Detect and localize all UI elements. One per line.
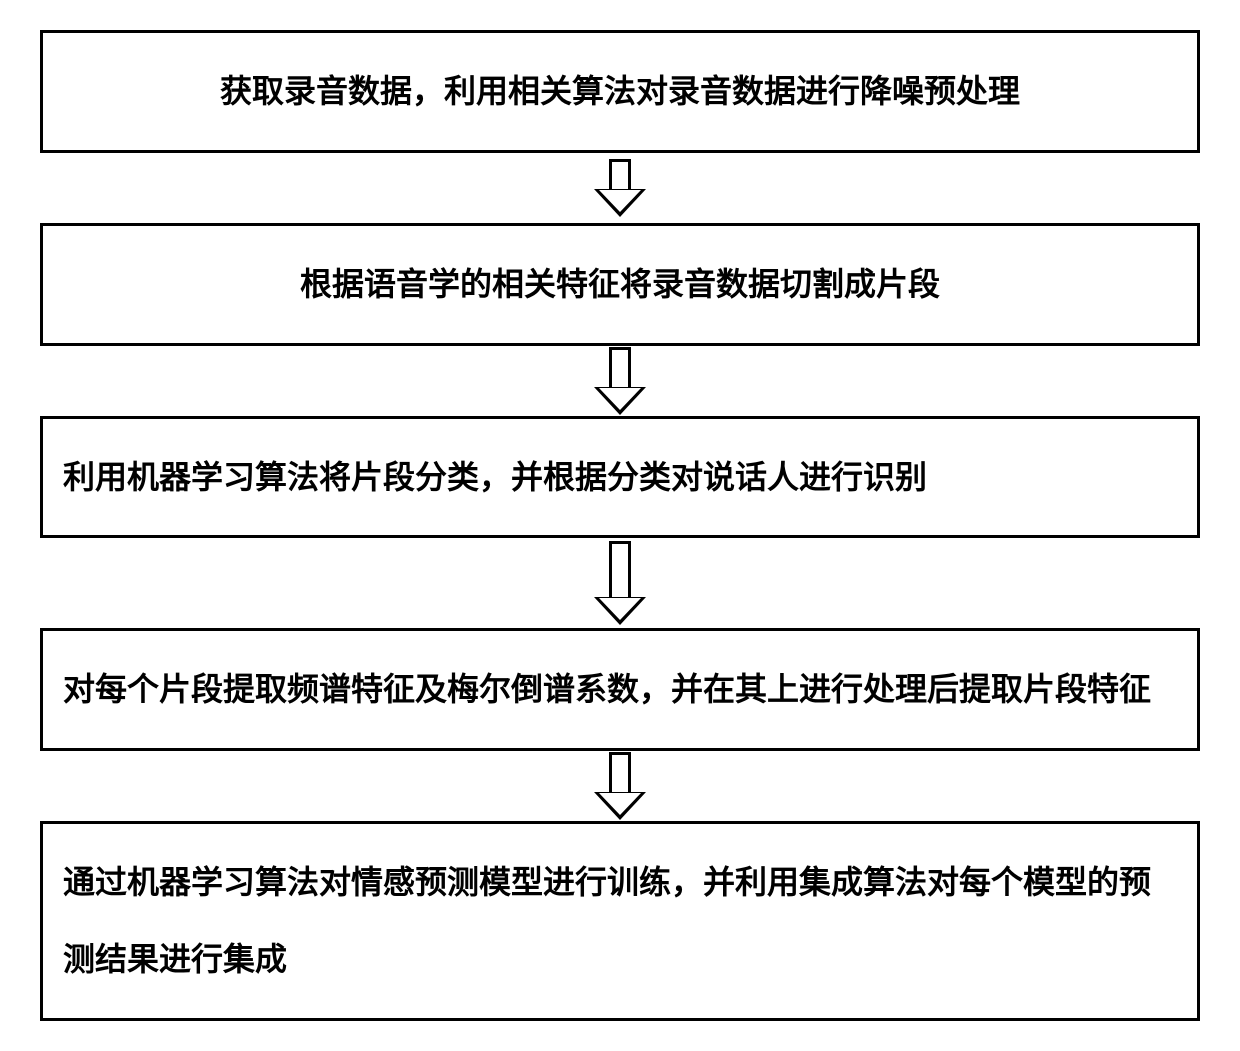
flow-arrow-2 — [594, 346, 646, 416]
flowchart-step-2: 根据语音学的相关特征将录音数据切割成片段 — [40, 223, 1200, 346]
flow-arrow-3 — [594, 538, 646, 628]
flowchart-step-1: 获取录音数据，利用相关算法对录音数据进行降噪预处理 — [40, 30, 1200, 153]
step-text: 利用机器学习算法将片段分类，并根据分类对说话人进行识别 — [63, 459, 927, 495]
flow-arrow-1 — [594, 153, 646, 223]
arrow-head-icon — [594, 189, 646, 217]
flowchart-step-3: 利用机器学习算法将片段分类，并根据分类对说话人进行识别 — [40, 416, 1200, 539]
arrow-shaft-icon — [609, 541, 631, 597]
arrow-shaft-icon — [609, 752, 631, 792]
arrow-head-icon — [594, 597, 646, 625]
arrow-head-icon — [594, 387, 646, 415]
flow-arrow-4 — [594, 751, 646, 821]
flowchart-step-4: 对每个片段提取频谱特征及梅尔倒谱系数，并在其上进行处理后提取片段特征 — [40, 628, 1200, 751]
arrow-shaft-icon — [609, 347, 631, 387]
step-text: 根据语音学的相关特征将录音数据切割成片段 — [300, 266, 940, 302]
arrow-head-icon — [594, 792, 646, 820]
flowchart-step-5: 通过机器学习算法对情感预测模型进行训练，并利用集成算法对每个模型的预测结果进行集… — [40, 821, 1200, 1021]
flowchart-container: 获取录音数据，利用相关算法对录音数据进行降噪预处理 根据语音学的相关特征将录音数… — [40, 30, 1200, 1021]
arrow-shaft-icon — [609, 159, 631, 189]
step-text: 对每个片段提取频谱特征及梅尔倒谱系数，并在其上进行处理后提取片段特征 — [63, 671, 1151, 707]
step-text: 获取录音数据，利用相关算法对录音数据进行降噪预处理 — [220, 73, 1020, 109]
step-text: 通过机器学习算法对情感预测模型进行训练，并利用集成算法对每个模型的预测结果进行集… — [63, 864, 1151, 977]
